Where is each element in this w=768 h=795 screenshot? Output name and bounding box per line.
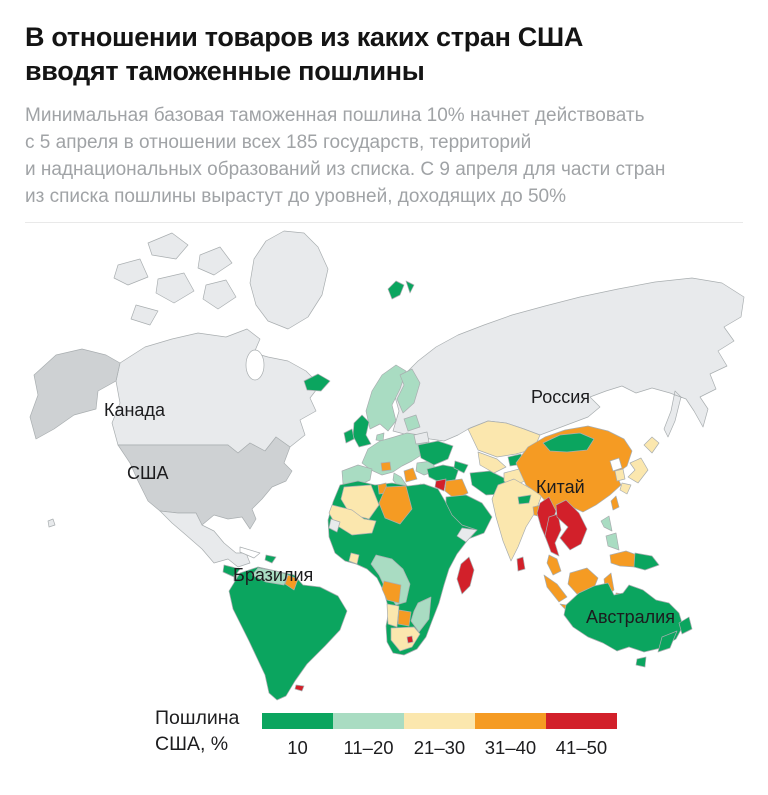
- region-canadian-arctic-islands: [113, 232, 237, 326]
- region-philippines: [600, 515, 620, 551]
- region-taiwan: [610, 495, 620, 511]
- region-western-sahara: [328, 518, 341, 533]
- map-label-russia: Россия: [531, 387, 590, 407]
- legend-label-10: 10: [287, 737, 308, 758]
- region-belarus: [413, 431, 430, 445]
- subtitle-line-3: и наднациональных образований из списка.…: [25, 159, 666, 180]
- region-papua-new-guinea: [633, 552, 660, 571]
- map-label-canada: Канада: [104, 400, 166, 420]
- world-choropleth-map: Канада США Россия Китай Бразилия Австрал…: [29, 230, 745, 701]
- legend-swatch-10: [262, 713, 333, 729]
- region-sri-lanka: [516, 556, 526, 572]
- region-japan: [619, 436, 660, 495]
- header: В отношении товаров из каких стран США в…: [0, 0, 768, 223]
- legend-item-31-40: 31–40: [475, 705, 546, 759]
- legend-scale: 10 11–20 21–30 31–40 41–50: [262, 705, 617, 759]
- map-label-brazil: Бразилия: [233, 565, 313, 585]
- legend-label-31-40: 31–40: [484, 737, 537, 758]
- legend-title: Пошлина США, %: [155, 705, 262, 757]
- region-finland: [396, 368, 421, 414]
- region-mexico: [159, 510, 251, 568]
- region-caucasus: [453, 460, 469, 474]
- subtitle: Минимальная базовая таможенная пошлина 1…: [25, 102, 743, 210]
- region-canada: [111, 328, 321, 454]
- region-new-zealand: [657, 616, 693, 653]
- region-somalia: [456, 527, 478, 543]
- region-switzerland: [380, 461, 392, 472]
- subtitle-line-1: Минимальная базовая таможенная пошлина 1…: [25, 105, 645, 126]
- region-namibia: [386, 603, 400, 628]
- region-laos-vietnam-cambodia: [555, 499, 588, 551]
- region-madagascar: [456, 556, 475, 595]
- region-ukraine: [417, 440, 454, 466]
- divider: [25, 222, 743, 223]
- region-mongolia: [542, 432, 595, 453]
- region-mozambique-zimbabwe: [410, 596, 432, 633]
- region-sahel-mali-niger: [328, 504, 377, 536]
- hudson-bay: [245, 349, 265, 381]
- region-south-america: [228, 566, 348, 701]
- region-uzbekistan-turkmenistan: [477, 451, 507, 474]
- legend-label-41-50: 41–50: [555, 737, 608, 758]
- region-lesotho: [406, 635, 414, 644]
- region-ghana: [348, 552, 360, 565]
- region-denmark: [375, 432, 385, 442]
- region-nepal: [517, 494, 532, 505]
- region-south-africa: [390, 626, 421, 652]
- map-label-australia: Австралия: [586, 607, 675, 627]
- region-angola: [381, 580, 402, 604]
- legend-label-21-30: 21–30: [413, 737, 466, 758]
- legend-swatch-31-40: [475, 713, 546, 729]
- legend-swatch-21-30: [404, 713, 475, 729]
- legend-label-11-20: 11–20: [343, 737, 394, 758]
- region-baltics: [403, 414, 421, 432]
- title-line-2: вводят таможенные пошлины: [25, 56, 425, 86]
- region-greenland: [249, 230, 329, 330]
- subtitle-line-4: из списка пошлины вырастут до уровней, д…: [25, 186, 566, 207]
- region-libya: [378, 485, 413, 525]
- region-iceland: [303, 373, 331, 392]
- title-line-1: В отношении товаров из каких стран США: [25, 22, 584, 52]
- region-cuba: [239, 546, 261, 559]
- legend-title-line-1: Пошлина: [155, 707, 240, 729]
- region-australia: [563, 582, 684, 653]
- map-label-usa: США: [127, 463, 169, 483]
- legend-item-41-50: 41–50: [546, 705, 617, 759]
- region-svalbard: [387, 280, 415, 300]
- subtitle-line-2: с 5 апреля в отношении всех 185 государс…: [25, 132, 532, 153]
- region-west-new-guinea: [609, 550, 638, 568]
- region-russia: [392, 277, 745, 442]
- region-botswana: [397, 609, 412, 627]
- region-hawaii: [47, 518, 56, 528]
- legend: Пошлина США, % 10 11–20 21–30 31–40 41–5…: [0, 705, 768, 759]
- region-hispaniola: [264, 554, 277, 564]
- region-malaysia: [546, 554, 562, 576]
- region-ireland: [343, 428, 355, 444]
- legend-item-21-30: 21–30: [404, 705, 475, 759]
- region-guyana: [284, 574, 299, 591]
- legend-item-11-20: 11–20: [333, 705, 404, 759]
- legend-title-line-2: США, %: [155, 733, 229, 755]
- legend-swatch-11-20: [333, 713, 404, 729]
- region-north-korea: [609, 457, 623, 472]
- page-title: В отношении товаров из каких стран США в…: [25, 20, 743, 88]
- region-south-korea: [614, 468, 626, 482]
- legend-item-10: 10: [262, 705, 333, 759]
- region-falkland-islands: [294, 684, 305, 692]
- map-label-china: Китай: [536, 477, 585, 497]
- region-balkans: [403, 467, 418, 483]
- legend-swatch-41-50: [546, 713, 617, 729]
- region-tasmania: [635, 656, 647, 668]
- region-syria: [434, 478, 447, 492]
- region-venezuela: [251, 567, 289, 586]
